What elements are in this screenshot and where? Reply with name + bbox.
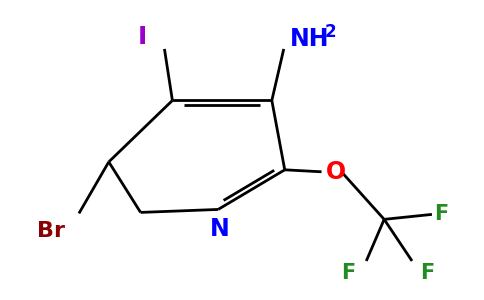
Text: N: N bbox=[210, 217, 230, 241]
Text: 2: 2 bbox=[325, 23, 336, 41]
Text: Br: Br bbox=[37, 221, 65, 241]
Text: F: F bbox=[341, 263, 356, 283]
Text: O: O bbox=[326, 160, 346, 184]
Text: F: F bbox=[420, 263, 434, 283]
Text: NH: NH bbox=[290, 27, 329, 51]
Text: I: I bbox=[138, 25, 147, 49]
Text: F: F bbox=[434, 204, 448, 224]
